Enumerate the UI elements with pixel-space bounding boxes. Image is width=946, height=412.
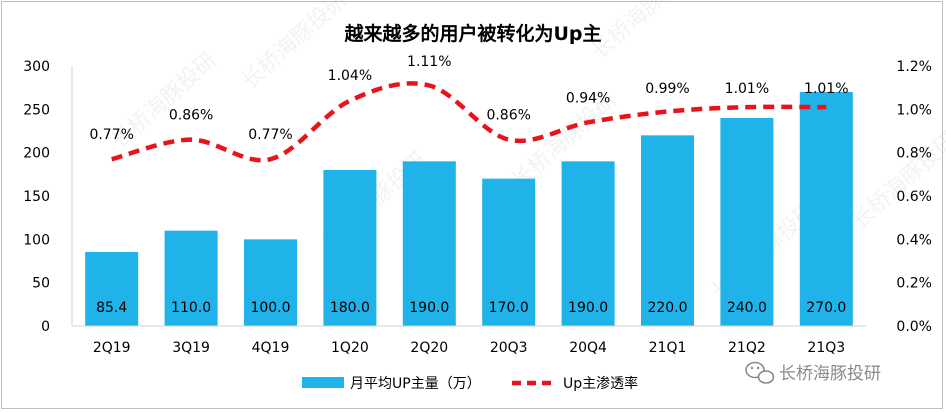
left-tick-100: 100 <box>23 232 50 248</box>
x-tick-1Q20: 1Q20 <box>331 340 369 356</box>
line-label-20Q3: 0.86% <box>486 108 530 124</box>
brand-text: 长桥海豚投研 <box>779 364 881 384</box>
bar-20Q4 <box>561 161 615 326</box>
line-label-4Q19: 0.77% <box>248 127 292 143</box>
bar-label-20Q3: 170.0 <box>489 300 529 316</box>
x-tick-20Q4: 20Q4 <box>569 340 607 356</box>
left-tick-0: 0 <box>41 319 50 335</box>
right-tick-1.0%: 1.0% <box>896 102 932 118</box>
legend-swatch-bar <box>302 377 344 388</box>
line-label-3Q19: 0.86% <box>169 108 213 124</box>
bar-2Q19 <box>85 251 139 326</box>
bar-21Q1 <box>641 135 694 326</box>
line-label-21Q1: 0.99% <box>645 81 689 97</box>
bar-4Q19 <box>244 239 297 326</box>
x-tick-21Q2: 21Q2 <box>728 340 766 356</box>
right-tick-0.0%: 0.0% <box>896 319 932 335</box>
x-tick-20Q3: 20Q3 <box>490 340 528 356</box>
watermark-text-5: 长桥海豚投研 <box>587 0 702 64</box>
x-tick-21Q1: 21Q1 <box>649 340 687 356</box>
bar-label-3Q19: 110.0 <box>171 300 211 316</box>
right-tick-0.2%: 0.2% <box>896 276 932 292</box>
bar-2Q20 <box>402 161 456 326</box>
left-tick-150: 150 <box>23 189 50 205</box>
x-tick-2Q19: 2Q19 <box>93 340 131 356</box>
bar-label-20Q4: 190.0 <box>568 300 608 316</box>
bar-20Q3 <box>482 178 536 326</box>
legend-label-bar: 月平均UP主量（万） <box>350 376 481 392</box>
bar-label-2Q20: 190.0 <box>409 300 449 316</box>
left-tick-300: 300 <box>23 59 50 75</box>
left-tick-250: 250 <box>23 102 50 118</box>
penetration-line <box>111 81 827 163</box>
bar-21Q3 <box>799 92 853 326</box>
bar-3Q19 <box>164 230 218 326</box>
watermark-text-6: 长桥海豚投研 <box>847 128 946 235</box>
right-tick-0.4%: 0.4% <box>896 232 932 248</box>
bar-labels: 85.4 110.0 100.0 180.0 190.0 170.0 190.0 220.0 2… <box>96 300 846 316</box>
line-label-2Q19: 0.77% <box>89 127 133 143</box>
axes: 0 50 100 150 200 250 300 0.0% 0.2% 0.4% 0.6% 0.8% 1.… <box>23 59 932 356</box>
wechat-icon <box>745 361 775 384</box>
brand-watermark: 长桥海豚投研 <box>745 361 881 384</box>
x-tick-3Q19: 3Q19 <box>172 340 210 356</box>
bar-series <box>85 92 853 326</box>
line-label-20Q4: 0.94% <box>566 90 610 106</box>
line-label-2Q20: 1.11% <box>407 54 451 70</box>
chart-title: 越来越多的用户被转化为Up主 <box>343 22 601 45</box>
legend-label-line: Up主渗透率 <box>563 375 638 392</box>
line-label-1Q20: 1.04% <box>328 68 372 84</box>
right-tick-0.8%: 0.8% <box>896 146 932 162</box>
x-tick-2Q20: 2Q20 <box>410 340 448 356</box>
bar-21Q2 <box>720 118 774 326</box>
x-tick-4Q19: 4Q19 <box>252 340 290 356</box>
left-tick-200: 200 <box>23 146 50 162</box>
bar-1Q20 <box>323 170 377 326</box>
x-tick-21Q3: 21Q3 <box>807 340 845 356</box>
right-tick-0.6%: 0.6% <box>896 189 932 205</box>
left-tick-50: 50 <box>32 276 50 292</box>
line-label-21Q2: 1.01% <box>725 81 769 97</box>
line-labels: 0.77% 0.86% 0.77% 1.04% 1.11% 0.86% 0.94% 0.99%… <box>89 54 848 143</box>
bar-label-2Q19: 85.4 <box>96 300 127 316</box>
bar-label-21Q1: 220.0 <box>647 300 687 316</box>
line-series <box>111 81 827 163</box>
bar-label-21Q3: 270.0 <box>806 300 846 316</box>
line-label-21Q3: 1.01% <box>804 81 848 97</box>
legend: 月平均UP主量（万） Up主渗透率 <box>302 375 638 392</box>
bar-label-1Q20: 180.0 <box>330 300 370 316</box>
bar-label-4Q19: 100.0 <box>250 300 290 316</box>
right-tick-1.2%: 1.2% <box>896 59 932 75</box>
bar-label-21Q2: 240.0 <box>727 300 767 316</box>
